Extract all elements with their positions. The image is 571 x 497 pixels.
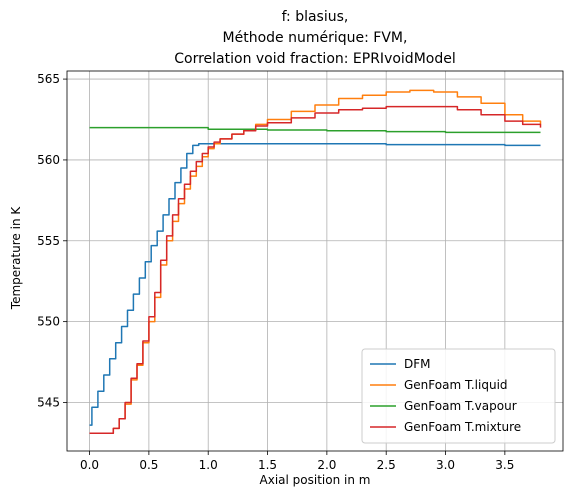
x-tick-label: 1.5	[258, 458, 277, 472]
legend-label-genfoam-t-liquid: GenFoam T.liquid	[404, 378, 508, 392]
legend-label-dfm: DFM	[404, 357, 431, 371]
y-tick-label: 545	[37, 395, 60, 409]
chart-title-line-2: Méthode numérique: FVM,	[223, 30, 408, 46]
series-group	[89, 89, 542, 434]
y-axis-label: Temperature in K	[9, 206, 23, 311]
axes-frame	[66, 70, 564, 452]
x-tick-label: 3.0	[436, 458, 455, 472]
series-line-genfoam-t-mixture	[89, 105, 542, 434]
x-tick-label: 3.5	[495, 458, 514, 472]
series-line-dfm	[89, 143, 541, 426]
x-axis-label: Axial position in m	[260, 473, 371, 487]
chart-title-line-1: f: blasius,	[282, 9, 349, 25]
x-tick-label: 2.5	[377, 458, 396, 472]
y-tick-label: 560	[37, 153, 60, 167]
x-tick-label: 1.0	[199, 458, 218, 472]
y-tick-label: 550	[37, 315, 60, 329]
chart-title-line-3: Correlation void fraction: EPRIvoidModel	[174, 51, 455, 67]
legend-label-genfoam-t-mixture: GenFoam T.mixture	[404, 420, 521, 434]
series-line-genfoam-t-vapour	[89, 126, 541, 134]
plot-area	[89, 89, 542, 434]
legend-label-genfoam-t-vapour: GenFoam T.vapour	[404, 399, 517, 413]
x-tick-label: 2.0	[317, 458, 336, 472]
series-line-genfoam-t-liquid	[89, 89, 542, 434]
legend: DFM GenFoam T.liquid GenFoam T.vapour GenFo…	[361, 348, 556, 444]
x-tick-label: 0.5	[139, 458, 158, 472]
legend-box	[361, 348, 556, 444]
x-tick-label: 0.0	[80, 458, 99, 472]
grid	[67, 71, 563, 451]
ticks: 0.0 0.5 1.0 1.5 2.0 2.5 3.0 3.5 545 550 555 560 565	[37, 72, 514, 472]
y-tick-label: 565	[37, 72, 60, 86]
y-tick-label: 555	[37, 234, 60, 248]
